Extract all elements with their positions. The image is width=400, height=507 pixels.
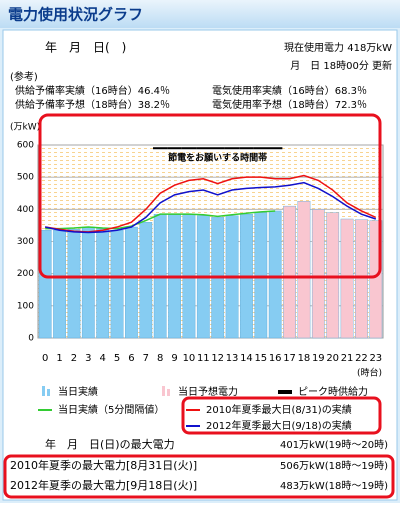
bar [254, 212, 268, 339]
bar [81, 226, 95, 339]
max-value: 401万kW(19時～20時) [280, 439, 388, 451]
legend-label: 2010年夏季最大日(8/31)の実績 [206, 403, 352, 416]
x-tick-label: 16 [269, 353, 282, 364]
x-tick-label: 21 [341, 353, 354, 364]
updated: 月 日 18時00分 更新 [290, 59, 392, 72]
bar [139, 221, 153, 339]
y-tick-label: 400 [17, 205, 34, 215]
highlight [181, 396, 382, 435]
max-label: 2010年夏季の最大電力[8月31日(火)] [10, 458, 197, 472]
x-tick-label: 5 [114, 353, 120, 364]
reference-item: 電気使用率実績（16時台）68.3％ [212, 84, 367, 97]
annotation: 節電をお願いする時間帯 [167, 152, 267, 164]
line [45, 174, 377, 233]
x-tick-label: 7 [143, 353, 149, 364]
x-tick-label: 10 [183, 353, 196, 364]
line [45, 181, 377, 234]
x-tick-label: 8 [157, 353, 163, 364]
x-tick-label: 14 [240, 353, 253, 364]
x-tick-label: 12 [211, 353, 224, 364]
reference-item: 供給予備率実績（16時台）46.4％ [15, 84, 170, 97]
y-tick-label: 500 [17, 173, 34, 183]
title-bar [0, 0, 400, 28]
legend-label: 2012年夏季最大日(9/18)の実績 [206, 419, 352, 432]
bar [125, 226, 138, 339]
max-value: 483万kW(18時～19時) [280, 480, 388, 492]
y-axis-label: (万kW) [10, 123, 40, 133]
x-tick-label: 0 [42, 353, 48, 364]
reference-item: 電気使用率予想（18時台）72.3％ [212, 98, 367, 111]
x-tick-label: 4 [100, 353, 106, 364]
bar [268, 210, 282, 339]
x-tick-label: 19 [312, 353, 325, 364]
x-tick-label: 23 [369, 353, 382, 364]
x-tick-label: 13 [226, 353, 239, 364]
x-tick-label: 2 [71, 353, 77, 364]
title: 電力使用状況グラフ [8, 6, 143, 24]
reference-item: 供給予備率予想（18時台）38.2％ [15, 98, 170, 111]
max-label: 年 月 日(日)の最大電力 [45, 437, 175, 451]
x-tick-label: 18 [298, 353, 311, 364]
bar [326, 212, 340, 339]
bar [96, 228, 110, 339]
bar [53, 230, 66, 339]
x-tick-label: 6 [128, 353, 134, 364]
bar [67, 229, 81, 339]
x-tick-label: 20 [326, 353, 339, 364]
y-tick-label: 300 [17, 237, 34, 247]
y-tick-label: 600 [17, 141, 34, 151]
date: 年 月 日( ) [45, 41, 126, 55]
x-tick-label: 22 [355, 353, 368, 364]
x-axis-label: (時台) [357, 367, 382, 379]
bar [283, 205, 296, 339]
bar [311, 209, 325, 339]
bar [297, 201, 311, 339]
x-tick-label: 11 [197, 353, 210, 364]
legend-swatch [167, 389, 170, 396]
reference-label: (参考) [10, 70, 38, 83]
max-label: 2012年夏季の最大電力[9月18日(火)] [10, 478, 197, 492]
y-tick-label: 200 [17, 269, 34, 279]
x-tick-label: 15 [254, 353, 267, 364]
legend-label: 当日実績（5分間隔値） [58, 403, 164, 416]
legend-label: ピーク時供給力 [298, 385, 368, 398]
y-tick-label: 100 [17, 301, 34, 311]
bar [110, 230, 124, 339]
current-usage: 現在使用電力 418万kW [284, 41, 392, 54]
legend-label: 当日予想電力 [178, 385, 238, 398]
max-value: 506万kW(18時～19時) [280, 460, 388, 472]
highlight [38, 113, 382, 279]
legend-swatch [42, 386, 45, 396]
legend-label: 当日実績 [58, 385, 98, 398]
legend-swatch [162, 386, 165, 396]
highlight [3, 454, 395, 499]
bar [355, 219, 368, 339]
legend-swatch [47, 389, 50, 396]
bar [38, 230, 52, 339]
x-tick-label: 1 [56, 353, 62, 364]
line [45, 210, 276, 230]
x-tick-label: 9 [171, 353, 177, 364]
y-tick-label: 0 [28, 334, 34, 344]
x-tick-label: 3 [85, 353, 91, 364]
x-tick-label: 17 [283, 353, 296, 364]
